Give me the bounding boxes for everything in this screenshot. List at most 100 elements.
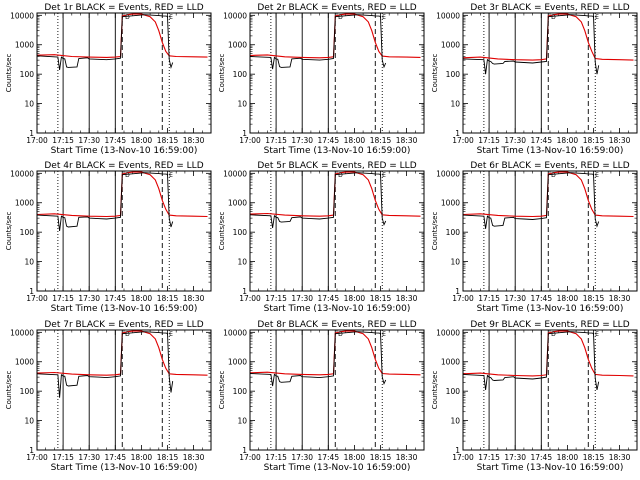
segment-annotation: E: [382, 172, 386, 179]
x-tick-label: 17:00: [239, 453, 261, 462]
y-tick-label: 10: [24, 417, 34, 426]
x-tick-label: 18:00: [131, 136, 153, 145]
x-axis-label: Start Time (13-Nov-10 16:59:00): [264, 304, 411, 314]
y-tick-label: 1: [29, 287, 34, 296]
detector-panel: Det 8r BLACK = Events, RED = LLD Counts/s…: [218, 320, 425, 473]
x-tick-label: 18:15: [583, 453, 605, 462]
y-tick-label: 10: [450, 258, 460, 267]
plot-frame: [462, 170, 638, 292]
x-tick-label: 18:00: [131, 453, 153, 462]
x-tick-label: 18:15: [370, 294, 392, 303]
x-tick-label: 18:30: [183, 136, 205, 145]
x-tick-label: 18:15: [157, 294, 179, 303]
panel-title: Det 5r BLACK = Events, RED = LLD: [257, 161, 416, 171]
events-series-line: [462, 172, 600, 229]
x-axis-label: Start Time (13-Nov-10 16:59:00): [477, 146, 624, 156]
x-tick-label: 17:15: [478, 453, 500, 462]
detector-panel: Det 5r BLACK = Events, RED = LLD Counts/s…: [218, 161, 425, 314]
segment-annotation: D: [125, 14, 130, 21]
x-tick-label: 17:15: [265, 294, 287, 303]
detector-panel: Det 9r BLACK = Events, RED = LLD Counts/s…: [431, 320, 638, 473]
x-tick-label: 17:45: [317, 136, 339, 145]
y-tick-label: 1000: [15, 358, 34, 367]
x-tick-label: 18:00: [344, 294, 366, 303]
y-axis-label: Counts/sec: [218, 371, 226, 410]
panel-title: Det 3r BLACK = Events, RED = LLD: [470, 3, 629, 13]
y-axis-label: Counts/sec: [5, 54, 13, 93]
panel-title: Det 8r BLACK = Events, RED = LLD: [257, 320, 416, 330]
segment-annotation: E: [595, 331, 599, 338]
x-tick-label: 18:15: [583, 294, 605, 303]
panel-title: Det 6r BLACK = Events, RED = LLD: [470, 161, 629, 171]
y-tick-label: 1: [455, 446, 460, 455]
detector-panel: Det 1r BLACK = Events, RED = LLD Counts/s…: [5, 3, 212, 156]
plot-frame: [36, 12, 212, 134]
events-series-line: [36, 172, 174, 231]
y-tick-label: 100: [233, 70, 248, 79]
y-tick-label: 1: [455, 287, 460, 296]
y-tick-label: 1: [242, 129, 247, 138]
y-axis-label: Counts/sec: [5, 212, 13, 251]
x-axis-label: Start Time (13-Nov-10 16:59:00): [51, 146, 198, 156]
x-tick-label: 17:15: [265, 136, 287, 145]
x-tick-label: 17:30: [291, 453, 313, 462]
plot-frame: [249, 170, 425, 292]
detector-panel: Det 3r BLACK = Events, RED = LLD Counts/s…: [431, 3, 638, 156]
segment-annotation: E: [169, 172, 173, 179]
y-tick-label: 10000: [223, 328, 247, 337]
x-tick-label: 17:00: [26, 136, 48, 145]
x-tick-label: 17:00: [452, 453, 474, 462]
plot-frame: [36, 329, 212, 451]
x-tick-label: 17:45: [317, 453, 339, 462]
detector-panel: Det 7r BLACK = Events, RED = LLD Counts/s…: [5, 320, 212, 473]
x-tick-label: 17:30: [78, 453, 100, 462]
y-axis-label: Counts/sec: [218, 212, 226, 251]
panel-title: Det 2r BLACK = Events, RED = LLD: [257, 3, 416, 13]
events-series-line: [36, 14, 174, 70]
y-axis-label: Counts/sec: [218, 54, 226, 93]
y-axis-label: Counts/sec: [5, 371, 13, 410]
events-series-line: [36, 331, 174, 398]
y-tick-label: 100: [20, 228, 35, 237]
x-tick-label: 17:15: [52, 453, 74, 462]
plot-frame: [249, 329, 425, 451]
y-tick-label: 10000: [223, 11, 247, 20]
x-tick-label: 17:30: [504, 453, 526, 462]
x-tick-label: 17:30: [504, 294, 526, 303]
y-tick-label: 1000: [228, 358, 247, 367]
segment-annotation: D: [338, 14, 343, 21]
plot-frame: [462, 12, 638, 134]
x-axis-label: Start Time (13-Nov-10 16:59:00): [477, 463, 624, 473]
x-tick-label: 18:30: [396, 294, 418, 303]
x-tick-label: 17:00: [26, 453, 48, 462]
segment-annotation: E: [382, 14, 386, 21]
x-tick-label: 18:15: [157, 453, 179, 462]
y-tick-label: 100: [446, 70, 461, 79]
x-tick-label: 18:00: [557, 136, 579, 145]
x-tick-label: 17:00: [239, 136, 261, 145]
x-tick-label: 18:00: [557, 453, 579, 462]
x-tick-label: 17:45: [530, 453, 552, 462]
x-tick-label: 17:45: [104, 453, 126, 462]
segment-annotation: D: [125, 172, 130, 179]
plot-frame: [36, 170, 212, 292]
y-tick-label: 1000: [441, 199, 460, 208]
y-tick-label: 100: [233, 387, 248, 396]
events-series-line: [249, 14, 387, 70]
y-tick-label: 1: [242, 446, 247, 455]
segment-annotation: D: [338, 172, 343, 179]
panel-title: Det 9r BLACK = Events, RED = LLD: [470, 320, 629, 330]
segment-annotation: E: [595, 172, 599, 179]
x-tick-label: 18:15: [370, 453, 392, 462]
y-tick-label: 1: [455, 129, 460, 138]
y-tick-label: 10000: [10, 169, 34, 178]
segment-annotation: E: [382, 331, 386, 338]
segment-annotation: E: [169, 14, 173, 21]
y-tick-label: 100: [233, 228, 248, 237]
x-tick-label: 18:15: [583, 136, 605, 145]
y-tick-label: 100: [20, 387, 35, 396]
segment-annotation: E: [595, 14, 599, 21]
y-tick-label: 100: [446, 228, 461, 237]
